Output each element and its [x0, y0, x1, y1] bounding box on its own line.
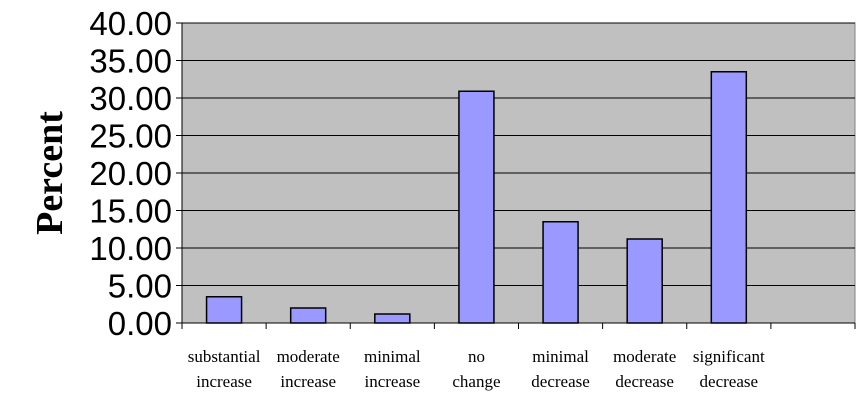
y-tick-labels: 0.005.0010.0015.0020.0025.0030.0035.0040…	[89, 5, 182, 342]
bar	[289, 307, 327, 324]
x-tick-label: moderate increase	[277, 347, 340, 391]
y-tick-label: 15.00	[89, 193, 172, 230]
bars	[205, 71, 748, 324]
y-tick-label: 5.00	[108, 268, 172, 305]
bar	[374, 313, 411, 324]
x-tick-label: significant decrease	[693, 347, 765, 391]
y-tick-label: 35.00	[89, 43, 172, 80]
y-tick-label: 30.00	[89, 80, 172, 117]
y-tick-label: 25.00	[89, 118, 172, 155]
x-tick-label: minimal increase	[364, 347, 421, 391]
x-tick-label: no change	[452, 347, 500, 391]
x-tick-label: substantial increase	[188, 347, 261, 391]
y-tick-label: 40.00	[89, 5, 172, 42]
y-tick-label: 0.00	[108, 305, 172, 342]
x-tick-labels: substantial increase moderate increase minim…	[181, 323, 856, 391]
y-tick-label: 20.00	[89, 155, 172, 192]
bar	[542, 221, 579, 324]
bar	[205, 296, 243, 324]
y-axis-label: Percent	[29, 111, 71, 235]
y-tick-label: 10.00	[89, 230, 172, 267]
bar	[710, 71, 748, 324]
x-tick-label: minimal decrease	[531, 347, 590, 391]
bar	[458, 90, 495, 324]
bar	[626, 238, 663, 324]
x-tick-label: moderate decrease	[613, 347, 676, 391]
